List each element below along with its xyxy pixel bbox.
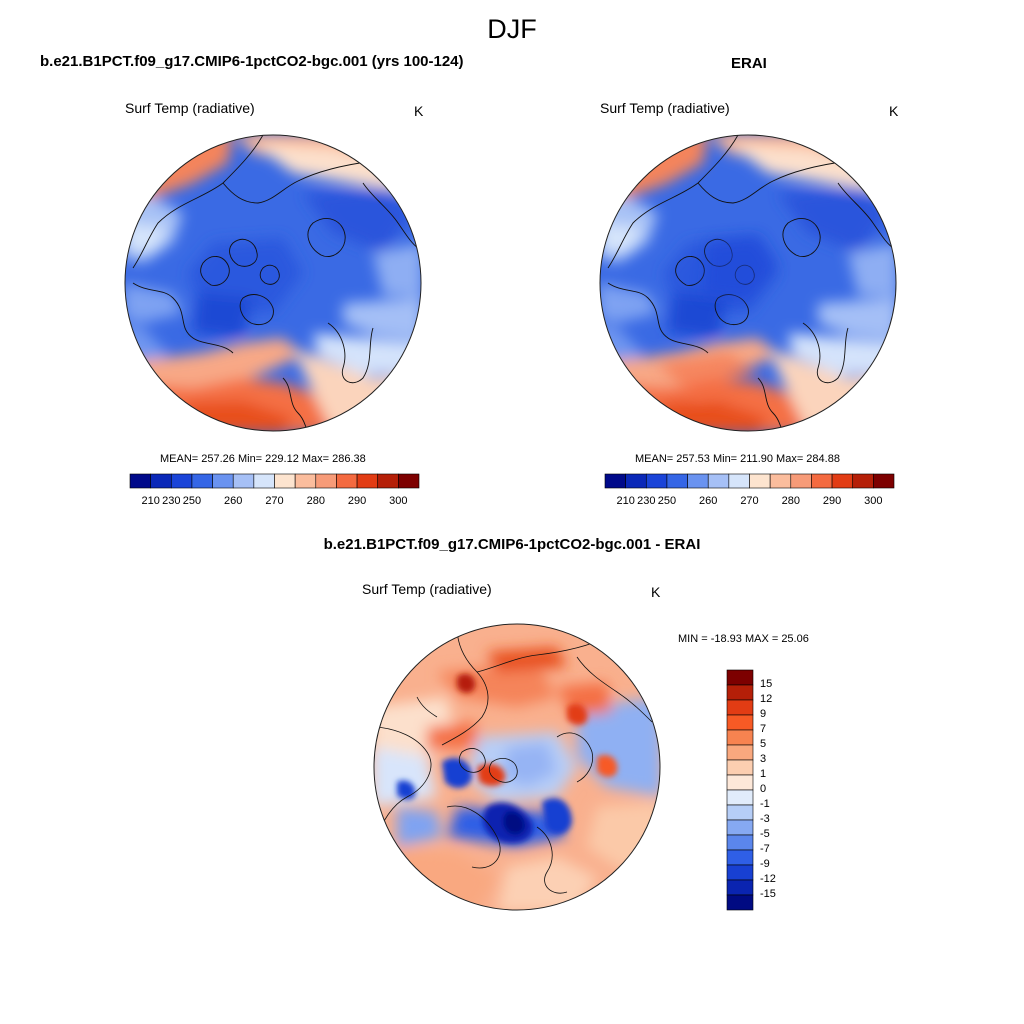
obs-colorbar-swatch bbox=[749, 473, 771, 489]
diff-colorbar-tick-label: -12 bbox=[760, 873, 776, 885]
diff-variable-label: Surf Temp (radiative) bbox=[362, 581, 492, 597]
diff-colorbar-tick-label: 3 bbox=[760, 753, 767, 765]
diff-colorbar-tick-label: -7 bbox=[760, 843, 770, 855]
model-colorbar-tick-label: 250 bbox=[182, 495, 202, 507]
model-colorbar-swatch bbox=[336, 473, 358, 489]
diff-colorbar-tick-label: -15 bbox=[760, 888, 776, 900]
diff-colorbar-swatch bbox=[726, 699, 754, 716]
model-colorbar-tick-label: 280 bbox=[306, 495, 325, 507]
model-colorbar-swatch bbox=[274, 473, 296, 489]
model-colorbar-swatch bbox=[356, 473, 379, 489]
obs-colorbar-swatch bbox=[645, 473, 668, 489]
obs-colorbar-swatch bbox=[831, 473, 854, 489]
model-colorbar-swatch bbox=[129, 473, 151, 489]
model-colorbar-swatch bbox=[377, 473, 399, 489]
model-colorbar-tick-label: 230 bbox=[162, 495, 181, 507]
obs-colorbar-swatch bbox=[707, 473, 730, 489]
diff-colorbar-swatch bbox=[726, 684, 754, 701]
diff-colorbar-swatch bbox=[726, 849, 754, 866]
obs-colorbar-swatch bbox=[666, 473, 688, 489]
model-colorbar-swatch bbox=[212, 473, 234, 489]
obs-stats: MEAN= 257.53 Min= 211.90 Max= 284.88 bbox=[635, 453, 840, 465]
obs-colorbar bbox=[604, 473, 895, 489]
diff-colorbar-tick-label: 15 bbox=[760, 678, 773, 690]
model-colorbar-tick-label: 300 bbox=[389, 495, 408, 507]
obs-colorbar-tick-label: 230 bbox=[637, 495, 656, 507]
diff-colorbar-swatch bbox=[726, 744, 754, 761]
model-colorbar-tick-label: 260 bbox=[224, 495, 243, 507]
obs-colorbar-tick-label: 260 bbox=[699, 495, 718, 507]
model-colorbar-tick-label: 210 bbox=[141, 495, 160, 507]
obs-map bbox=[598, 133, 898, 433]
obs-colorbar-tick-label: 210 bbox=[616, 495, 635, 507]
diff-colorbar-swatch bbox=[726, 714, 754, 731]
obs-colorbar-swatch bbox=[852, 473, 874, 489]
diff-colorbar-tick-label: 12 bbox=[760, 693, 773, 705]
model-colorbar-swatch bbox=[253, 473, 275, 489]
diff-colorbar-swatch bbox=[726, 774, 754, 791]
obs-panel-title: ERAI bbox=[731, 55, 767, 72]
diff-colorbar-tick-label: -3 bbox=[760, 813, 770, 825]
model-colorbar-swatch bbox=[191, 473, 213, 489]
diff-colorbar-swatch bbox=[726, 864, 754, 881]
model-stats: MEAN= 257.26 Min= 229.12 Max= 286.38 bbox=[160, 453, 366, 465]
model-colorbar bbox=[129, 473, 420, 489]
diff-colorbar-tick-label: -5 bbox=[760, 828, 770, 840]
diff-colorbar-tick-label: -1 bbox=[760, 798, 770, 810]
diff-colorbar-tick-label: 9 bbox=[760, 708, 767, 720]
season-title: DJF bbox=[487, 14, 537, 44]
model-colorbar-tick-label: 290 bbox=[347, 495, 367, 507]
obs-colorbar-swatch bbox=[873, 473, 895, 489]
diff-colorbar-swatch bbox=[726, 729, 754, 746]
obs-variable-label: Surf Temp (radiative) bbox=[600, 100, 730, 116]
diff-colorbar-tick-label: 5 bbox=[760, 738, 767, 750]
obs-colorbar-tick-label: 250 bbox=[657, 495, 677, 507]
diff-colorbar-swatch bbox=[726, 834, 754, 851]
obs-colorbar-swatch bbox=[604, 473, 626, 489]
model-colorbar-swatch bbox=[315, 473, 337, 489]
model-units-label: K bbox=[414, 103, 424, 119]
diff-colorbar-swatch bbox=[726, 879, 754, 896]
diff-colorbar-tick-label: -9 bbox=[760, 858, 770, 870]
diff-stats: MIN = -18.93 MAX = 25.06 bbox=[678, 633, 809, 645]
obs-colorbar-tick-label: 290 bbox=[822, 495, 842, 507]
diff-colorbar-swatch bbox=[726, 819, 754, 836]
diff-colorbar-swatch bbox=[726, 789, 754, 806]
obs-units-label: K bbox=[889, 103, 899, 119]
model-colorbar-swatch bbox=[232, 473, 255, 489]
obs-colorbar-swatch bbox=[769, 473, 792, 489]
obs-colorbar-tick-label: 300 bbox=[864, 495, 883, 507]
obs-colorbar-swatch bbox=[728, 473, 750, 489]
model-panel-title: b.e21.B1PCT.f09_g17.CMIP6-1pctCO2-bgc.00… bbox=[40, 53, 464, 70]
obs-colorbar-tick-label: 270 bbox=[740, 495, 759, 507]
model-colorbar-swatch bbox=[150, 473, 172, 489]
diff-map bbox=[372, 622, 662, 912]
diff-colorbar-swatch bbox=[726, 894, 754, 911]
diff-colorbar-swatch bbox=[726, 759, 754, 776]
model-colorbar-tick-label: 270 bbox=[265, 495, 284, 507]
diff-colorbar-tick-label: 0 bbox=[760, 783, 767, 795]
model-colorbar-swatch bbox=[398, 473, 420, 489]
obs-colorbar-swatch bbox=[811, 473, 833, 489]
diff-colorbar-swatch bbox=[726, 669, 754, 686]
obs-colorbar-swatch bbox=[625, 473, 647, 489]
diff-colorbar bbox=[726, 669, 754, 911]
model-variable-label: Surf Temp (radiative) bbox=[125, 100, 255, 116]
diff-panel-title: b.e21.B1PCT.f09_g17.CMIP6-1pctCO2-bgc.00… bbox=[323, 536, 701, 553]
diff-colorbar-tick-label: 7 bbox=[760, 723, 767, 735]
obs-colorbar-tick-label: 280 bbox=[781, 495, 800, 507]
diff-colorbar-tick-label: 1 bbox=[760, 768, 767, 780]
diff-colorbar-swatch bbox=[726, 804, 754, 821]
obs-colorbar-swatch bbox=[687, 473, 709, 489]
model-colorbar-swatch bbox=[170, 473, 193, 489]
diff-units-label: K bbox=[651, 584, 661, 600]
obs-colorbar-swatch bbox=[790, 473, 812, 489]
model-colorbar-swatch bbox=[294, 473, 317, 489]
